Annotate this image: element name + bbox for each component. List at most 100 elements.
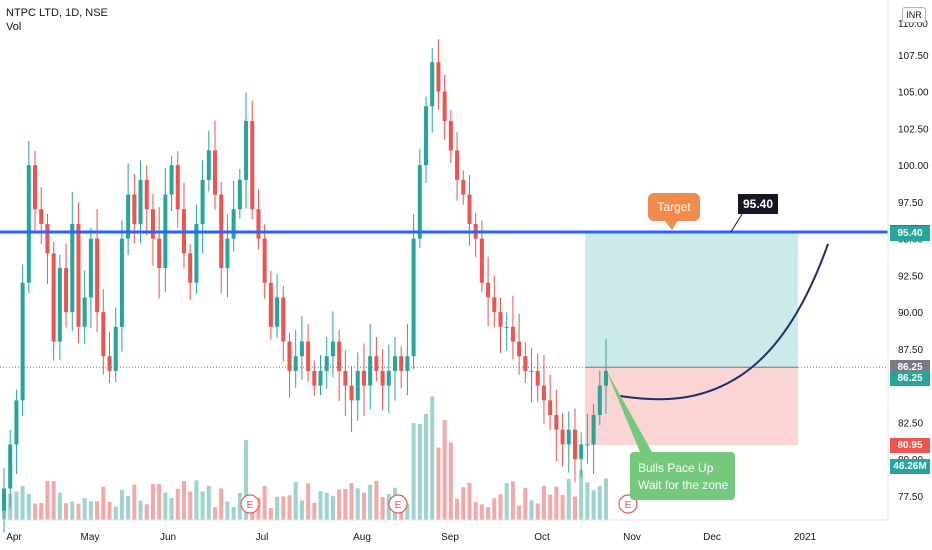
volume-bar (200, 491, 205, 520)
candle-body (287, 341, 292, 371)
target-callout-pointer (664, 220, 678, 230)
earnings-marker-label: E (625, 500, 632, 511)
volume-bar (411, 423, 416, 520)
callouts[interactable]: Target 95.40 Bulls Pace Up Wait for the zon… (606, 193, 778, 500)
volume-bar (188, 491, 193, 520)
currency-badge[interactable]: INR (902, 7, 926, 23)
volume-indicator-label[interactable]: Vol (6, 21, 22, 33)
time-axis[interactable]: Apr May Jun Jul Aug Sep Oct Nov Dec 2021 (6, 532, 816, 543)
volume-bar (417, 423, 422, 520)
note-callout[interactable] (630, 452, 735, 500)
candle-body (486, 282, 491, 298)
time-tick-label: Oct (534, 532, 550, 543)
candle-body (448, 121, 453, 151)
volume-bar (213, 507, 218, 520)
volume-bar (479, 504, 484, 520)
volume-bar (368, 484, 373, 520)
volume-bar (256, 498, 261, 520)
candle-body (299, 341, 304, 357)
volume-bar (113, 506, 118, 520)
volume-bar (380, 497, 385, 520)
candle-body (88, 238, 93, 298)
volume-bar (57, 492, 62, 520)
volume-bar (219, 488, 224, 520)
volume-bar (330, 496, 335, 520)
volume-bar (70, 501, 75, 520)
volume-bar (467, 482, 472, 520)
volume-bar (306, 483, 311, 520)
earnings-marker[interactable] (388, 494, 408, 514)
note-callout-line1: Bulls Pace Up (638, 461, 714, 475)
price-tick-label: 100.00 (898, 161, 929, 172)
volume-bar (436, 447, 441, 520)
volume-bar (194, 480, 199, 520)
volume-bar (157, 483, 162, 520)
volume-bar (585, 482, 590, 520)
candle-body (510, 326, 515, 342)
candle-body (8, 444, 13, 489)
note-callout-pointer (606, 370, 652, 452)
candle-body (200, 179, 205, 224)
candle-body (436, 62, 441, 92)
volume-bar (287, 495, 292, 520)
volume-bar (275, 496, 280, 520)
price-axis[interactable]: 107.50105.00102.50100.0097.5095.0092.509… (898, 19, 929, 503)
candle-body (175, 165, 180, 210)
time-tick-label: Jun (160, 532, 176, 543)
volume-bar (498, 494, 503, 520)
time-tick-label: 2021 (794, 532, 817, 543)
earnings-marker-label: E (247, 500, 254, 511)
target-zone[interactable] (585, 232, 798, 368)
symbol-title[interactable]: NTPC LTD, 1D, NSE (6, 7, 108, 19)
candle-body (579, 444, 584, 460)
chart-header: NTPC LTD, 1D, NSE Vol (6, 6, 108, 34)
candle-body (194, 223, 199, 283)
candle-body (51, 253, 56, 342)
candle-body (374, 356, 379, 371)
time-tick-label: Nov (623, 532, 641, 543)
candle-body (64, 268, 69, 313)
volume-bar (107, 501, 112, 520)
volume-bar (88, 501, 93, 520)
candles (2, 39, 608, 533)
volume-bar (231, 506, 236, 520)
target-price-callout[interactable] (738, 194, 778, 214)
volume-bar (244, 440, 249, 520)
target-callout[interactable] (648, 193, 700, 221)
candle-body (461, 179, 466, 195)
candle-body (101, 312, 106, 357)
price-tick-label: 87.50 (898, 345, 923, 356)
volume-bar (132, 484, 137, 520)
volume-bar (95, 501, 100, 520)
volume-bar (324, 492, 329, 520)
volume-bar (424, 413, 429, 520)
volume-bar (51, 481, 56, 520)
volume-bar (337, 489, 342, 520)
price-tick-label: 82.50 (898, 418, 923, 429)
volume-bar (45, 480, 50, 520)
candle-body (169, 165, 174, 195)
projection-curve[interactable] (619, 243, 829, 401)
candle-body (355, 370, 360, 401)
volume-bar (597, 486, 602, 520)
candle-body (548, 400, 553, 416)
price-tick-label: 102.50 (898, 124, 929, 135)
candle-body (504, 326, 509, 328)
volume-bar (579, 469, 584, 520)
volume-bar (523, 487, 528, 520)
candle-body (361, 370, 366, 386)
candle-body (430, 62, 435, 107)
candle-body (231, 209, 236, 239)
volume-bar (343, 489, 348, 520)
stop-zone[interactable] (585, 367, 798, 446)
candle-body (591, 415, 596, 445)
candle-body (132, 194, 137, 224)
candle-body (244, 121, 249, 180)
time-tick-label: Dec (703, 532, 721, 543)
volume-bar (144, 504, 149, 520)
candle-body (250, 121, 255, 210)
earnings-marker[interactable] (240, 494, 260, 514)
time-tick-label: Sep (441, 532, 459, 543)
